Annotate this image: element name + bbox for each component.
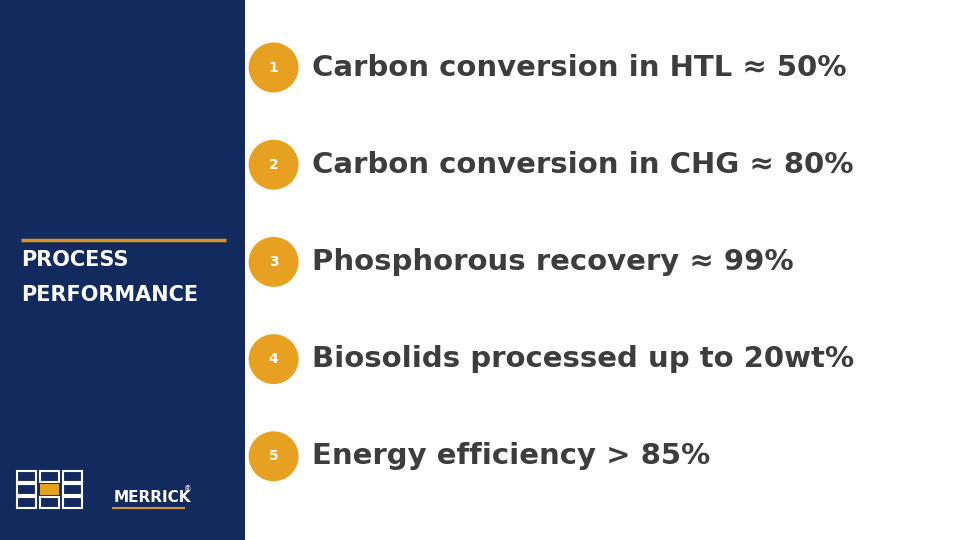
Bar: [17, 484, 36, 495]
Text: 3: 3: [269, 255, 278, 269]
Ellipse shape: [249, 140, 299, 190]
Text: 5: 5: [269, 449, 278, 463]
Bar: [63, 484, 82, 495]
Bar: [63, 471, 82, 482]
Bar: [0, 0, 245, 540]
Text: PERFORMANCE: PERFORMANCE: [21, 285, 199, 305]
Text: Carbon conversion in HTL ≈ 50%: Carbon conversion in HTL ≈ 50%: [312, 53, 847, 82]
Bar: [40, 497, 59, 508]
Text: 2: 2: [269, 158, 278, 172]
Bar: [63, 497, 82, 508]
Bar: [40, 471, 59, 482]
Ellipse shape: [249, 237, 299, 287]
Text: Phosphorous recovery ≈ 99%: Phosphorous recovery ≈ 99%: [312, 248, 794, 276]
Bar: [17, 471, 36, 482]
Text: Carbon conversion in CHG ≈ 80%: Carbon conversion in CHG ≈ 80%: [312, 151, 853, 179]
Text: PROCESS: PROCESS: [21, 250, 129, 270]
Text: Biosolids processed up to 20wt%: Biosolids processed up to 20wt%: [312, 345, 854, 373]
Text: MERRICK: MERRICK: [113, 490, 191, 505]
Text: 1: 1: [269, 60, 278, 75]
Ellipse shape: [249, 43, 299, 92]
Text: Energy efficiency > 85%: Energy efficiency > 85%: [312, 442, 710, 470]
Bar: [0, 0, 245, 540]
Text: 4: 4: [269, 352, 278, 366]
Ellipse shape: [249, 334, 299, 384]
Bar: [40, 484, 59, 495]
Bar: [245, 0, 960, 540]
Bar: [17, 497, 36, 508]
Ellipse shape: [249, 431, 299, 481]
Text: ®: ®: [184, 485, 192, 494]
